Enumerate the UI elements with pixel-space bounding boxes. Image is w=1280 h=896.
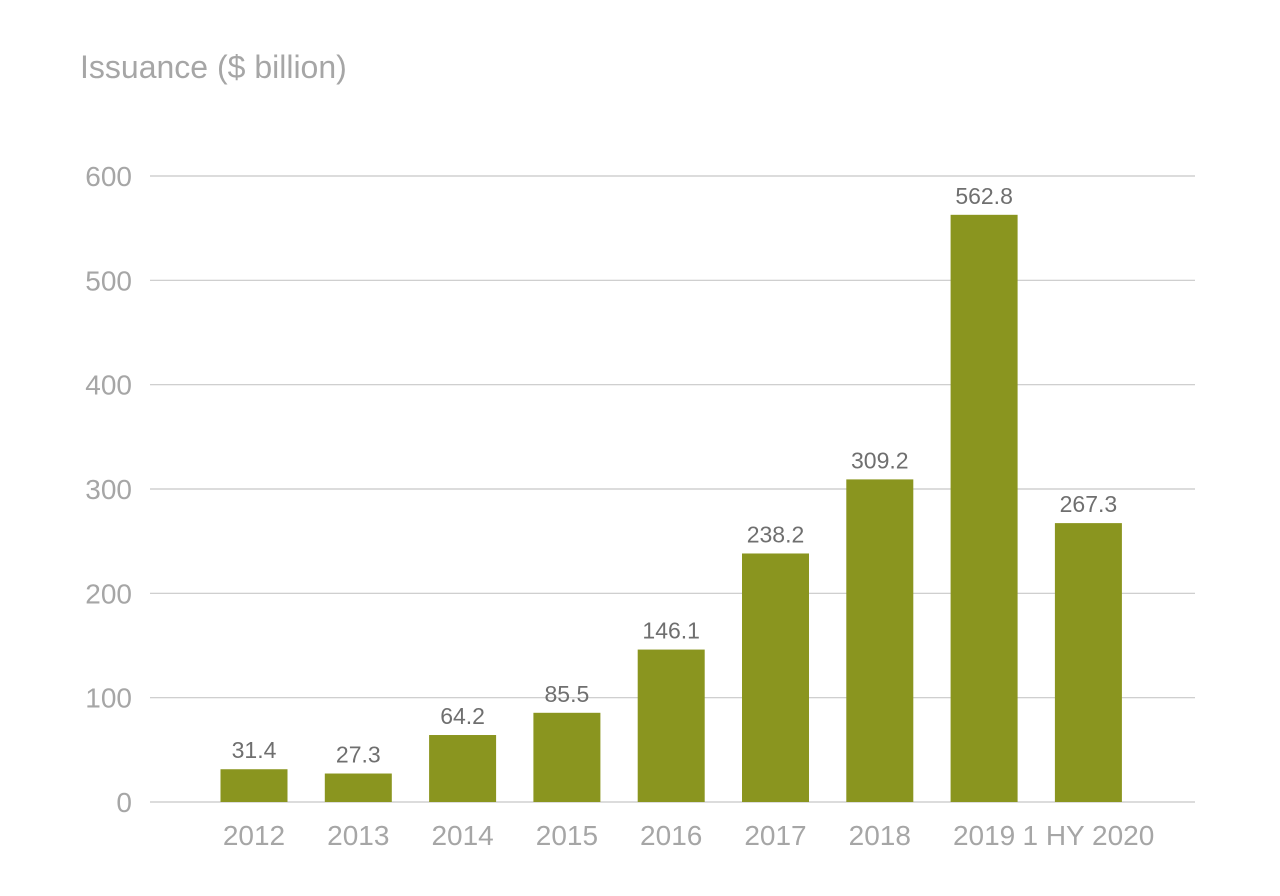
y-tick-label: 500 <box>85 265 132 296</box>
data-label: 64.2 <box>440 703 485 729</box>
data-label: 562.8 <box>955 183 1013 209</box>
data-label: 31.4 <box>232 737 277 763</box>
data-label: 267.3 <box>1060 491 1118 517</box>
bar <box>846 479 914 802</box>
x-tick-label: 2016 <box>640 820 702 851</box>
y-tick-label: 400 <box>85 370 132 401</box>
y-tick-label: 0 <box>116 787 132 818</box>
data-labels: 31.4 27.3 64.2 85.5 146.1 238.2 309.2 562.8 267.… <box>232 183 1118 768</box>
x-axis-tick-labels: 2012 2013 2014 2015 2016 2017 2018 2019 1 HY 202… <box>223 820 1154 851</box>
bar <box>950 214 1018 802</box>
bar <box>324 773 392 802</box>
y-tick-label: 200 <box>85 578 132 609</box>
bar <box>1054 523 1122 802</box>
x-tick-label: 2017 <box>744 820 806 851</box>
chart-title: Issuance ($ billion) <box>80 49 347 85</box>
data-label: 238.2 <box>747 521 805 547</box>
x-tick-label: 2012 <box>223 820 285 851</box>
x-tick-label: 2014 <box>431 820 493 851</box>
bar <box>742 553 809 802</box>
x-tick-label: 2019 <box>953 820 1015 851</box>
data-label: 27.3 <box>336 742 381 768</box>
bar <box>429 735 497 802</box>
x-tick-label: 2015 <box>536 820 598 851</box>
bar <box>220 769 288 802</box>
y-tick-label: 300 <box>85 474 132 505</box>
data-label: 85.5 <box>545 681 590 707</box>
x-tick-label: 2013 <box>327 820 389 851</box>
y-tick-label: 600 <box>85 161 132 192</box>
gridlines <box>150 175 1195 803</box>
bar <box>637 649 705 802</box>
x-tick-label: 2018 <box>849 820 911 851</box>
data-label: 146.1 <box>642 618 700 644</box>
data-label: 309.2 <box>851 447 909 473</box>
y-tick-label: 100 <box>85 683 132 714</box>
y-axis-tick-labels: 0 100 200 300 400 500 600 <box>85 161 132 818</box>
x-tick-label: 1 HY 2020 <box>1022 820 1154 851</box>
bar <box>533 712 601 802</box>
bars <box>220 214 1122 802</box>
